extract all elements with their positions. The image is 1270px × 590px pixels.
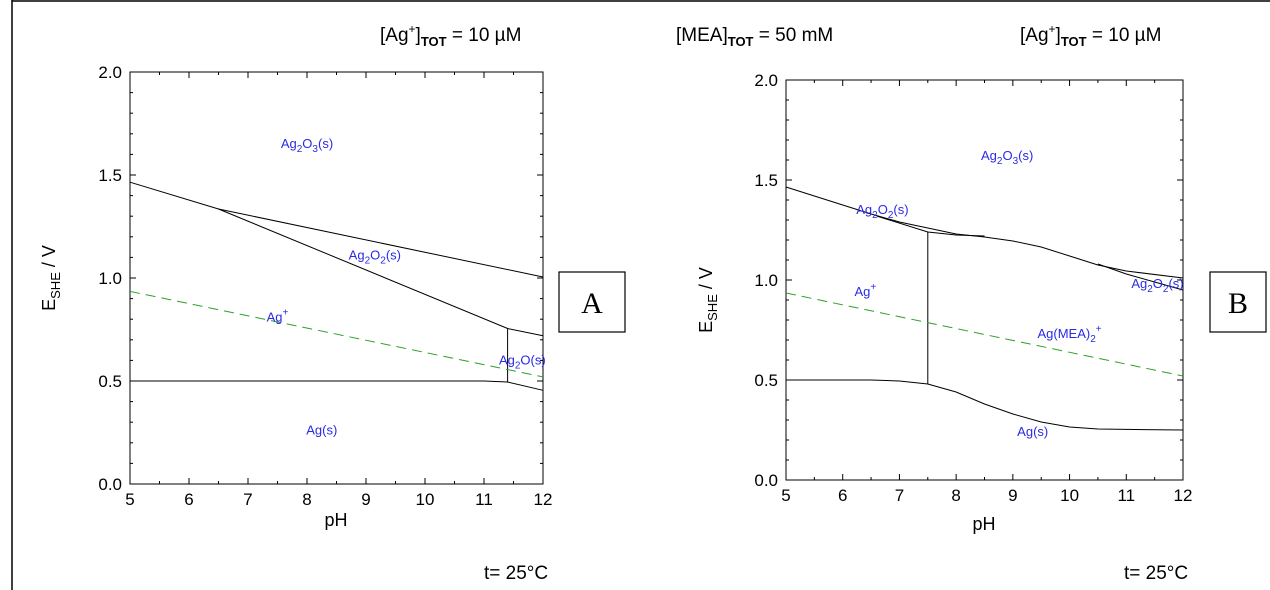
header-mid-concentration: [MEA]TOT = 50 mM bbox=[676, 25, 833, 49]
x-tick-label: 6 bbox=[838, 486, 847, 505]
x-tick-label: 9 bbox=[361, 490, 370, 509]
region-labels-a: Ag2O3(s) Ag2O2(s) Ag+ Ag2O(s) Ag(s) bbox=[267, 136, 546, 437]
x-tick-label: 7 bbox=[243, 490, 252, 509]
region-labels-b: Ag2O3(s) Ag2O2(s) Ag+ Ag(MEA)2+ Ag2O2(s) Ag(s… bbox=[855, 148, 1184, 439]
y-tick-label: 1.5 bbox=[98, 166, 122, 185]
x-tick-label: 12 bbox=[1174, 486, 1193, 505]
species-region-label: Ag(MEA)2+ bbox=[1038, 324, 1102, 345]
temperature-left: t= 25°C bbox=[484, 563, 548, 584]
species-region-label: Ag2O2(s) bbox=[1131, 276, 1183, 295]
species-region-label: Ag2O2(s) bbox=[856, 202, 908, 221]
phase-boundary-line bbox=[129, 181, 544, 278]
phase-boundary-line bbox=[876, 215, 985, 237]
species-region-label: Ag2O2(s) bbox=[349, 247, 401, 266]
header-right-concentration: [Ag+]TOT = 10 µM bbox=[1020, 22, 1161, 49]
x-axis-label-b: pH bbox=[972, 514, 995, 534]
panel-label-box-b bbox=[1209, 271, 1267, 333]
plot-frame-b bbox=[785, 79, 1184, 481]
chart-panel-a: 5 6 7 8 9 10 11 12 0.0 0.5 1.0 1.5 2.0 Ag2O3(s) Ag2O2… bbox=[39, 63, 626, 530]
species-region-label: Ag2O3(s) bbox=[281, 136, 333, 155]
x-axis-label-a: pH bbox=[324, 510, 347, 530]
panel-label-box-a bbox=[558, 271, 626, 333]
species-region-label: Ag+ bbox=[267, 307, 289, 324]
x-tick-label: 5 bbox=[125, 490, 134, 509]
species-region-label: Ag2O3(s) bbox=[981, 148, 1033, 167]
species-region-label: Ag2O(s) bbox=[499, 353, 546, 372]
y-tick-label: 1.0 bbox=[754, 271, 778, 290]
y-tick-label: 1.0 bbox=[98, 269, 122, 288]
water-stability-line bbox=[129, 290, 544, 378]
axis-ticks-b: 5 6 7 8 9 10 11 12 0.0 0.5 1.0 1.5 2.0 bbox=[754, 71, 1192, 505]
species-region-label: Ag+ bbox=[855, 282, 877, 299]
phase-boundary-line bbox=[130, 380, 544, 391]
y-tick-label: 1.5 bbox=[754, 171, 778, 190]
y-axis-label-b: ESHE / V bbox=[696, 267, 720, 333]
phase-boundary-line bbox=[785, 186, 1184, 279]
phase-boundary-line bbox=[1097, 263, 1184, 291]
y-tick-label: 0.5 bbox=[98, 372, 122, 391]
x-tick-label: 6 bbox=[184, 490, 193, 509]
temperature-right: t= 25°C bbox=[1124, 563, 1188, 584]
boundary-lines-a bbox=[129, 181, 544, 391]
y-tick-label: 2.0 bbox=[98, 63, 122, 82]
x-tick-label: 10 bbox=[1060, 486, 1079, 505]
x-tick-label: 5 bbox=[781, 486, 790, 505]
header-left-concentration: [Ag+]TOT = 10 µM bbox=[380, 22, 521, 49]
y-tick-label: 0.0 bbox=[98, 475, 122, 494]
panel-label-b: B bbox=[1228, 287, 1248, 320]
x-tick-label: 11 bbox=[475, 490, 493, 509]
phase-boundary-line bbox=[786, 379, 1184, 431]
y-tick-label: 2.0 bbox=[754, 71, 778, 90]
x-tick-label: 9 bbox=[1008, 486, 1017, 505]
x-tick-label: 8 bbox=[951, 486, 960, 505]
boundary-lines-b bbox=[785, 186, 1184, 431]
species-region-label: Ag(s) bbox=[306, 423, 337, 438]
x-tick-label: 12 bbox=[534, 490, 553, 509]
x-tick-label: 7 bbox=[895, 486, 904, 505]
chart-panel-b: 5 6 7 8 9 10 11 12 0.0 0.5 1.0 1.5 2.0 Ag2O3(s) Ag2O2… bbox=[696, 71, 1267, 534]
y-tick-label: 0.5 bbox=[754, 371, 778, 390]
panel-label-a: A bbox=[581, 287, 603, 320]
y-axis-label-a: ESHE / V bbox=[39, 245, 63, 311]
water-stability-line bbox=[785, 292, 1184, 377]
x-tick-label: 10 bbox=[416, 490, 435, 509]
x-tick-label: 11 bbox=[1117, 486, 1135, 505]
x-tick-label: 8 bbox=[302, 490, 311, 509]
species-region-label: Ag(s) bbox=[1017, 424, 1048, 439]
y-tick-label: 0.0 bbox=[754, 471, 778, 490]
axis-ticks-a: 5 6 7 8 9 10 11 12 0.0 0.5 1.0 1.5 2.0 bbox=[98, 63, 552, 509]
